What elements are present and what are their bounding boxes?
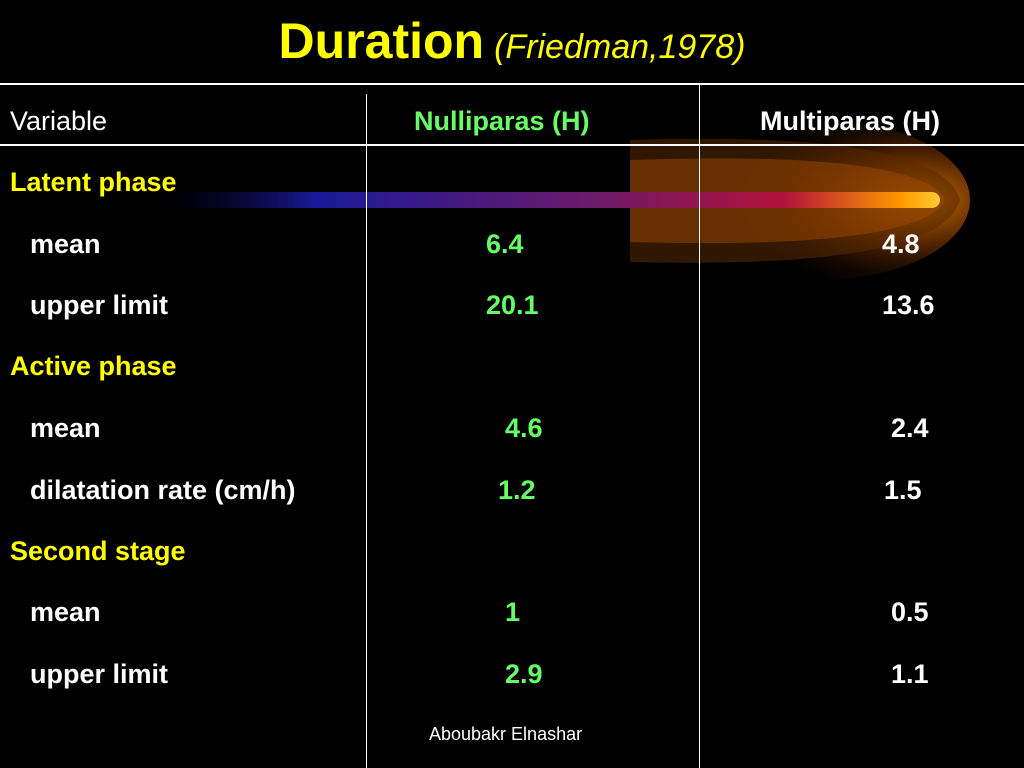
nulliparas-value: 20.1 bbox=[486, 290, 539, 320]
row-label: mean bbox=[30, 413, 101, 443]
header-bottom-rule bbox=[0, 144, 1024, 146]
multiparas-value: 1.5 bbox=[884, 475, 922, 505]
section-active-phase: Active phase bbox=[10, 351, 177, 381]
section-latent-phase: Latent phase bbox=[10, 167, 177, 197]
title-citation: (Friedman,1978) bbox=[494, 28, 746, 66]
nulliparas-value: 2.9 bbox=[505, 659, 543, 689]
row-label: mean bbox=[30, 597, 101, 627]
multiparas-value: 1.1 bbox=[891, 659, 929, 689]
header-variable: Variable bbox=[10, 106, 108, 136]
table-top-rule bbox=[0, 83, 1024, 85]
title-main: Duration bbox=[278, 13, 485, 69]
row-label: dilatation rate (cm/h) bbox=[30, 475, 296, 505]
nulliparas-value: 1.2 bbox=[498, 475, 536, 505]
multiparas-value: 0.5 bbox=[891, 597, 929, 627]
header-multiparas: Multiparas (H) bbox=[760, 106, 941, 136]
slide-title: Duration (Friedman,1978) bbox=[0, 12, 1024, 70]
row-label: upper limit bbox=[30, 659, 169, 689]
row-label: mean bbox=[30, 229, 101, 259]
column-divider-1 bbox=[366, 94, 367, 768]
nulliparas-value: 1 bbox=[505, 597, 521, 627]
nulliparas-value: 6.4 bbox=[486, 229, 524, 259]
multiparas-value: 4.8 bbox=[882, 229, 920, 259]
row-label: upper limit bbox=[30, 290, 169, 320]
column-divider-2 bbox=[699, 84, 700, 768]
section-second-stage: Second stage bbox=[10, 536, 186, 566]
multiparas-value: 2.4 bbox=[891, 413, 929, 443]
author-footer: Aboubakr Elnashar bbox=[429, 724, 583, 744]
nulliparas-value: 4.6 bbox=[505, 413, 543, 443]
header-nulliparas: Nulliparas (H) bbox=[414, 106, 590, 136]
multiparas-value: 13.6 bbox=[882, 290, 935, 320]
